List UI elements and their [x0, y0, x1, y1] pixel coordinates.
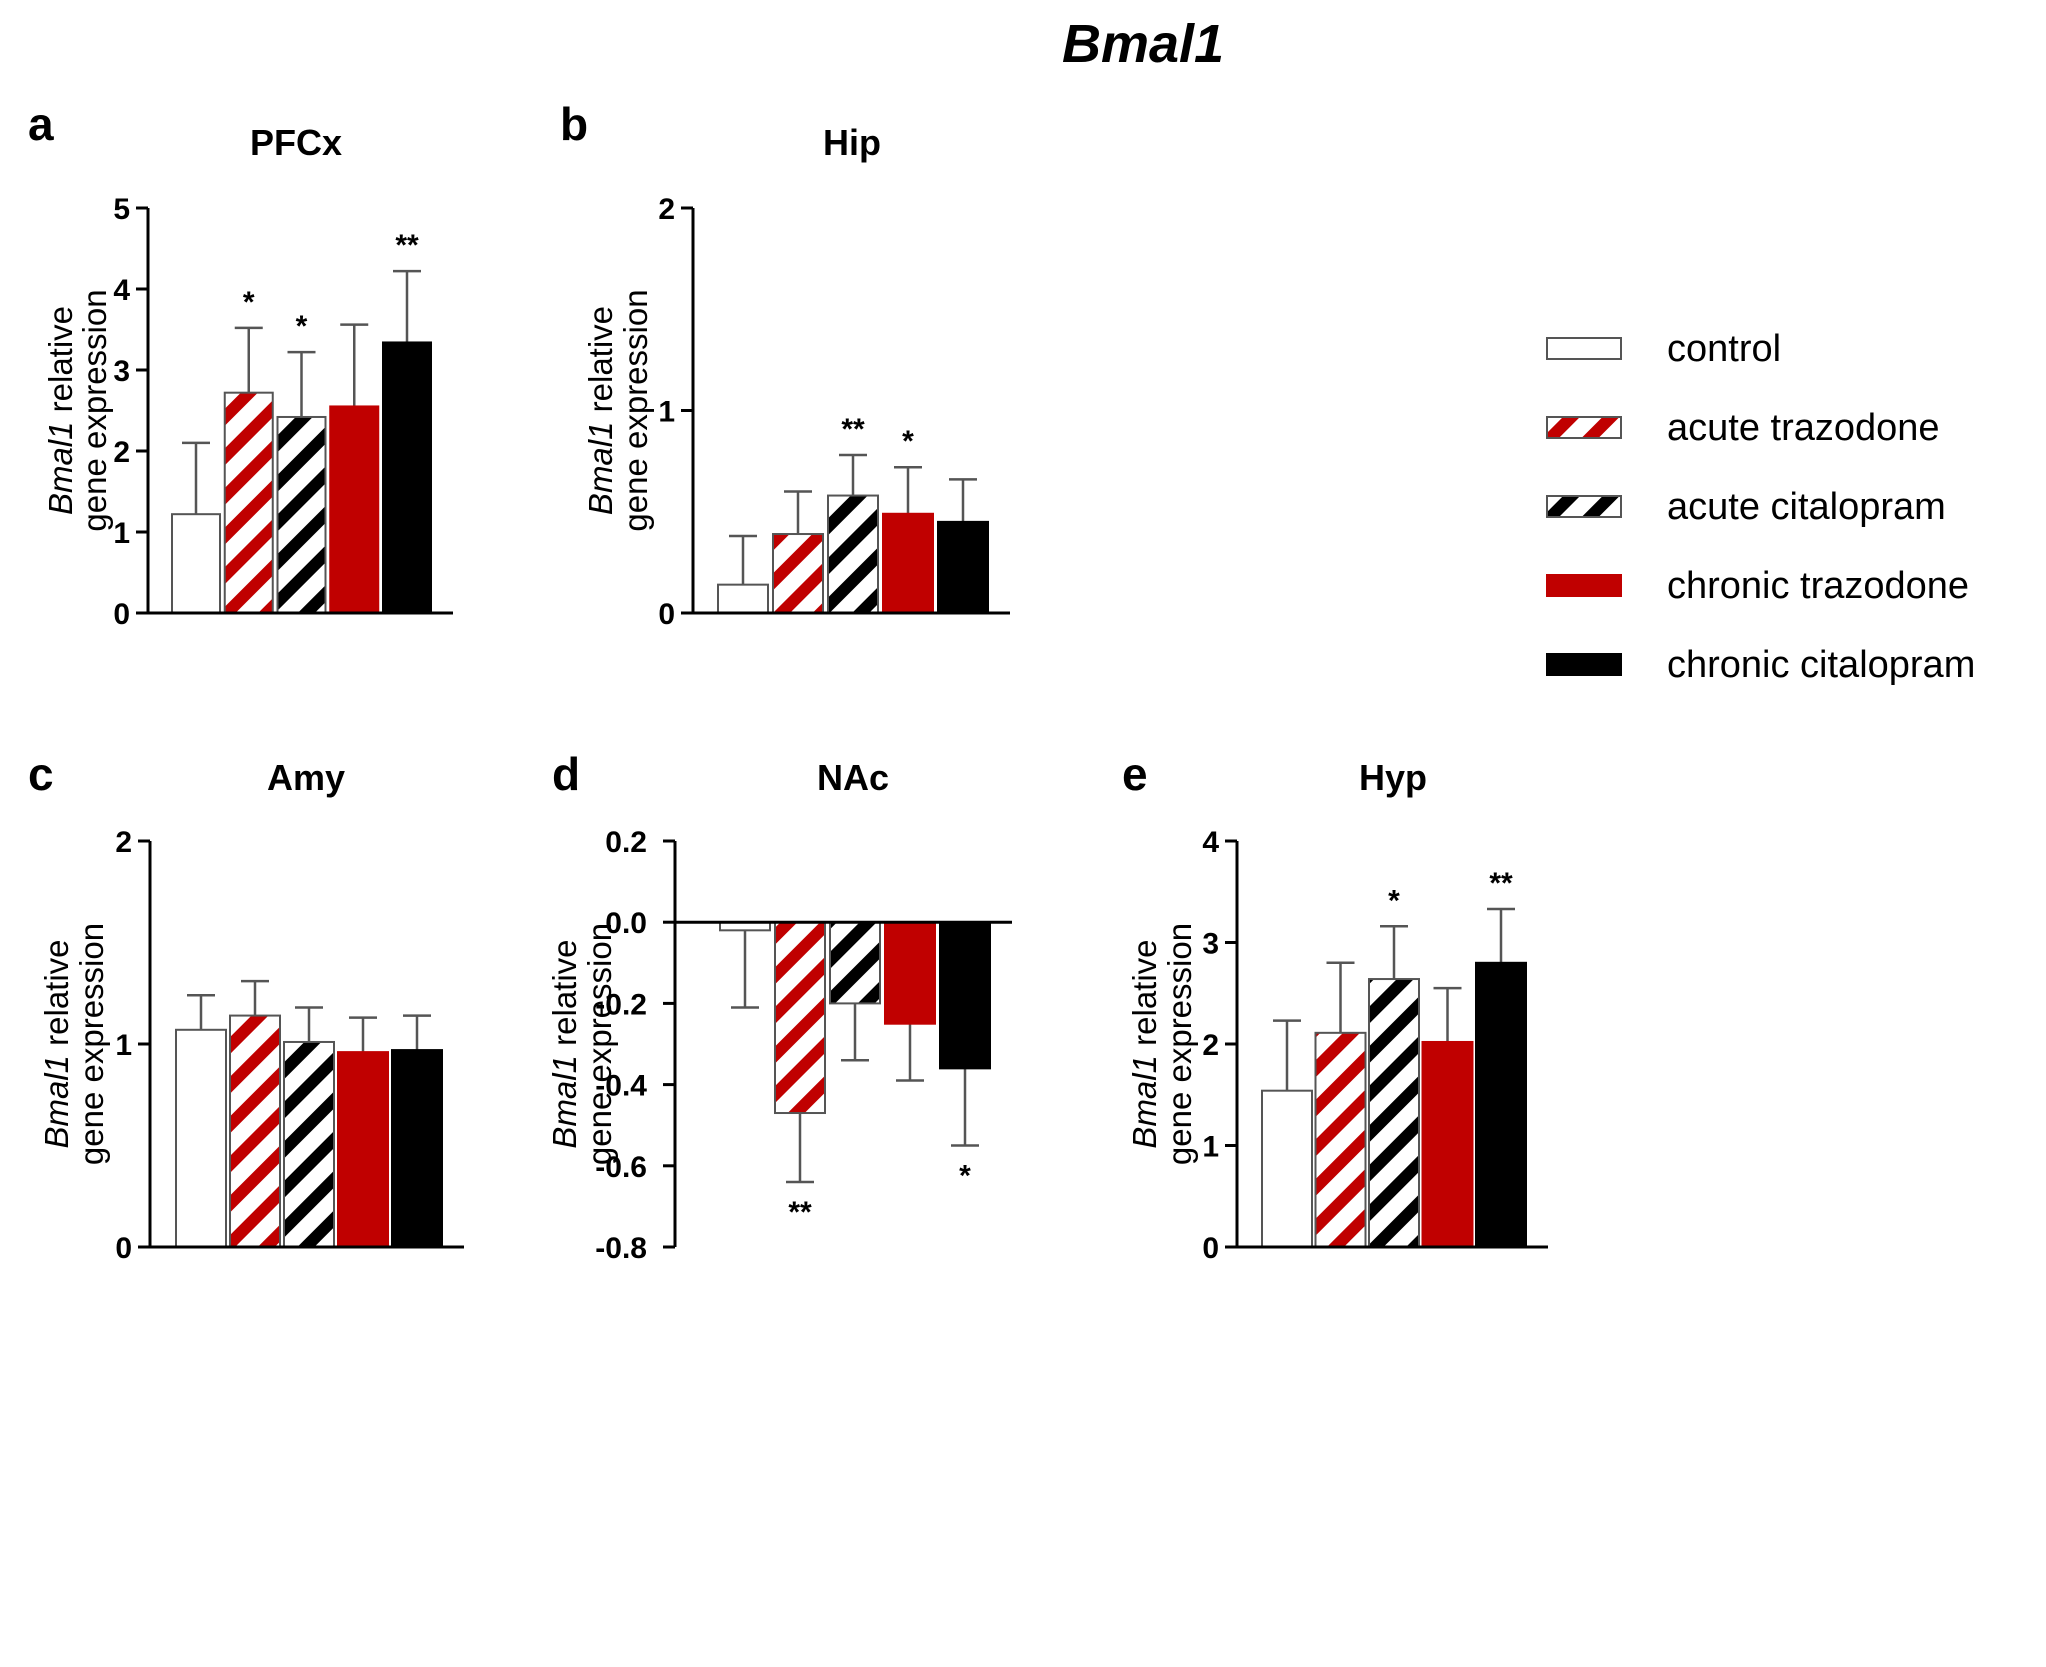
y-axis-label-line2: gene expression	[617, 289, 654, 531]
y-tick-label: 4	[1202, 826, 1219, 859]
bar-chronic-citalopram	[391, 1049, 443, 1248]
y-tick-label: 0	[115, 1232, 132, 1265]
bar-acute-trazodone	[1314, 1031, 1367, 1248]
y-tick-label: 0.0	[605, 907, 647, 940]
significance-marker: **	[1489, 867, 1513, 900]
panel-letter: b	[560, 98, 588, 150]
significance-marker: **	[395, 229, 419, 262]
y-tick-label: -0.2	[595, 988, 647, 1021]
bar-control	[171, 513, 221, 614]
bar-chronic-citalopram	[937, 520, 989, 614]
bar-chronic-citalopram	[939, 921, 991, 1070]
y-axis-label: Bmal1 relative	[546, 939, 583, 1148]
bar-acute-citalopram	[827, 494, 879, 614]
panel-letter: a	[28, 98, 54, 150]
bar-acute-trazodone	[772, 533, 824, 615]
legend-swatch-open	[1546, 337, 1622, 360]
y-tick-label: 4	[113, 274, 130, 307]
y-tick-label: 2	[658, 193, 675, 226]
panel-title: Hyp	[1359, 757, 1427, 798]
significance-marker: *	[959, 1160, 971, 1193]
bar-control	[717, 583, 769, 615]
bar-control	[175, 1028, 227, 1249]
legend-label: control	[1667, 328, 1781, 370]
y-tick-label: 0.2	[605, 826, 647, 859]
y-axis-label-line2: gene expression	[1161, 923, 1198, 1165]
bar-acute-trazodone	[774, 921, 826, 1115]
y-tick-label: -0.6	[595, 1151, 647, 1184]
significance-marker: **	[841, 413, 865, 446]
panel-title: Hip	[823, 122, 881, 163]
y-tick-label: 3	[1202, 928, 1219, 961]
y-tick-label: 5	[113, 193, 130, 226]
legend-swatch-solid-red	[1546, 574, 1622, 597]
legend: control acute trazodone acute citalopram ch…	[1546, 328, 1975, 686]
bar-acute-trazodone	[223, 391, 274, 614]
bar-chronic-trazodone	[884, 921, 936, 1025]
bar-control	[1261, 1089, 1313, 1248]
significance-marker: *	[902, 425, 914, 458]
y-tick-label: 0	[113, 598, 130, 631]
bar-acute-citalopram	[829, 921, 881, 1005]
y-tick-label: 2	[115, 826, 132, 859]
significance-marker: *	[1388, 884, 1400, 917]
y-axis-label: Bmal1 relative	[1126, 939, 1163, 1148]
y-axis-label-line2: gene expression	[76, 289, 113, 531]
y-tick-label: 1	[1202, 1131, 1219, 1164]
bar-chronic-trazodone	[882, 512, 934, 615]
bar-acute-citalopram	[276, 415, 327, 615]
figure-title: Bmal1	[1062, 14, 1224, 74]
panel-title: PFCx	[250, 122, 342, 163]
y-axis-label: Bmal1 relative	[38, 939, 75, 1148]
legend-swatch-hatch-red	[1546, 416, 1622, 439]
bar-chronic-citalopram	[1475, 961, 1527, 1248]
bar-acute-trazodone	[229, 1014, 281, 1249]
y-axis-label: Bmal1 relative	[42, 306, 79, 515]
y-tick-label: 2	[1202, 1029, 1219, 1062]
panel-title: NAc	[817, 757, 889, 798]
y-tick-label: 0	[658, 598, 675, 631]
y-tick-label: 1	[113, 517, 130, 550]
y-tick-label: 0	[1202, 1232, 1219, 1265]
bar-chronic-trazodone	[337, 1051, 389, 1248]
y-axis-label-line2: gene expression	[581, 923, 618, 1165]
bar-chronic-trazodone	[1421, 1040, 1474, 1248]
legend-label: acute citalopram	[1667, 486, 1946, 528]
bar-chronic-trazodone	[329, 405, 380, 615]
significance-marker: *	[243, 286, 255, 319]
y-axis-label: Bmal1 relative	[582, 306, 619, 515]
y-tick-label: -0.4	[595, 1070, 647, 1103]
legend-label: acute trazodone	[1667, 407, 1940, 449]
y-tick-label: 3	[113, 355, 130, 388]
panel-letter: e	[1122, 748, 1148, 800]
y-tick-label: -0.8	[595, 1232, 647, 1265]
bar-acute-citalopram	[283, 1040, 335, 1248]
legend-label: chronic citalopram	[1667, 644, 1975, 686]
y-axis-label-line2: gene expression	[73, 923, 110, 1165]
legend-swatch-hatch-black	[1546, 495, 1622, 518]
panel-letter: d	[552, 748, 580, 800]
significance-marker: **	[788, 1196, 812, 1229]
panel-letter: c	[28, 748, 54, 800]
panel-title: Amy	[267, 757, 345, 798]
significance-marker: *	[296, 310, 308, 343]
legend-swatch-solid-black	[1546, 653, 1622, 676]
y-tick-label: 2	[113, 436, 130, 469]
legend-label: chronic trazodone	[1667, 565, 1969, 607]
bar-acute-citalopram	[1368, 978, 1420, 1248]
y-tick-label: 1	[658, 396, 675, 429]
y-tick-label: 1	[115, 1029, 132, 1062]
bar-chronic-citalopram	[382, 341, 432, 614]
